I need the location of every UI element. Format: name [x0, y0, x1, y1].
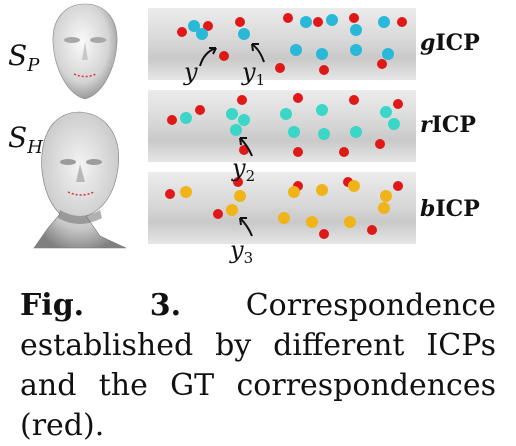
panel-ricp [148, 90, 416, 162]
arrow-icon [236, 214, 258, 244]
label-y2: y2 [232, 154, 256, 185]
gicp-points [177, 13, 407, 75]
ricp-points [167, 93, 403, 157]
label-sh: SH [8, 121, 43, 158]
panel-gicp [148, 8, 416, 80]
arrow-icon [196, 44, 220, 74]
figure-caption: Fig. 3. Correspondence established by di… [20, 286, 496, 446]
label-y: y [184, 58, 198, 86]
arrow-icon [246, 40, 268, 70]
method-label-ricp: rICP [420, 112, 476, 138]
label-sp: SP [8, 39, 40, 76]
face-mesh-image [44, 2, 126, 102]
method-label-bicp: bICP [420, 196, 480, 222]
label-y3: y3 [230, 236, 254, 267]
method-label-gicp: gICP [420, 30, 480, 56]
bicp-points [165, 177, 403, 239]
head-scan-image [30, 110, 130, 250]
label-y1: y1 [242, 58, 266, 89]
figure-number: Fig. 3. [20, 288, 182, 323]
panel-bicp [148, 172, 416, 244]
arrow-icon [236, 134, 258, 164]
